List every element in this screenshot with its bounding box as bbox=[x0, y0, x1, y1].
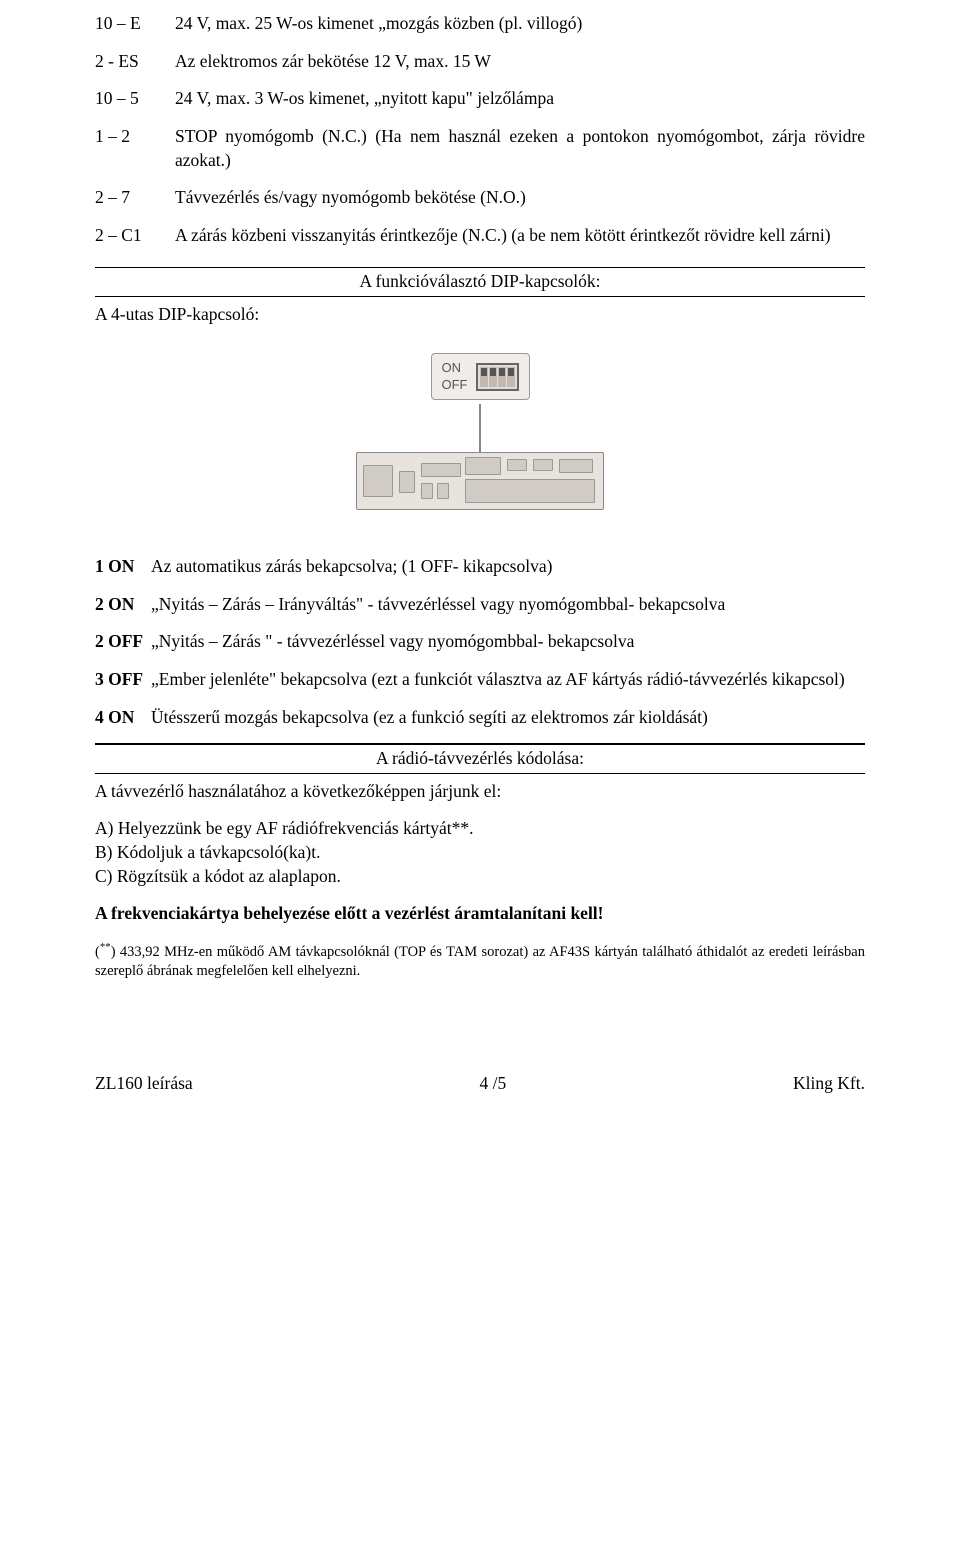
setting-row: 1 ON Az automatikus zárás bekapcsolva; (… bbox=[95, 555, 865, 579]
setting-row: 4 ON Ütésszerű mozgás bekapcsolva (ez a … bbox=[95, 706, 865, 730]
step-c: C) Rögzítsük a kódot az alaplapon. bbox=[95, 865, 865, 889]
defn-body: Távvezérlés és/vagy nyomógomb bekötése (… bbox=[175, 186, 865, 210]
footer-center: 4 /5 bbox=[479, 1072, 506, 1096]
radio-section-title: A rádió-távvezérlés kódolása: bbox=[95, 744, 865, 774]
setting-label: 2 OFF bbox=[95, 630, 151, 654]
defn-body: A zárás közbeni visszanyitás érintkezője… bbox=[175, 224, 865, 248]
defn-label: 2 – C1 bbox=[95, 224, 175, 248]
warning-text: A frekvenciakártya behelyezése előtt a v… bbox=[95, 902, 865, 926]
defn-body: Az elektromos zár bekötése 12 V, max. 15… bbox=[175, 50, 865, 74]
defn-label: 10 – 5 bbox=[95, 87, 175, 111]
setting-body: „Nyitás – Zárás " - távvezérléssel vagy … bbox=[151, 630, 865, 654]
setting-body: Az automatikus zárás bekapcsolva; (1 OFF… bbox=[151, 555, 865, 579]
footnote-marker: ** bbox=[100, 941, 111, 953]
defn-row: 10 – E 24 V, max. 25 W-os kimenet „mozgá… bbox=[95, 12, 865, 36]
definition-list: 10 – E 24 V, max. 25 W-os kimenet „mozgá… bbox=[95, 12, 865, 247]
radio-section: A rádió-távvezérlés kódolása: A távvezér… bbox=[95, 743, 865, 982]
defn-body: 24 V, max. 25 W-os kimenet „mozgás közbe… bbox=[175, 12, 865, 36]
setting-label: 4 ON bbox=[95, 706, 151, 730]
setting-label: 2 ON bbox=[95, 593, 151, 617]
setting-label: 1 ON bbox=[95, 555, 151, 579]
on-label: ON bbox=[442, 360, 468, 377]
defn-row: 2 - ES Az elektromos zár bekötése 12 V, … bbox=[95, 50, 865, 74]
defn-label: 2 - ES bbox=[95, 50, 175, 74]
step-a: A) Helyezzünk be egy AF rádiófrekvenciás… bbox=[95, 817, 865, 841]
defn-row: 1 – 2 STOP nyomógomb (N.C.) (Ha nem hasz… bbox=[95, 125, 865, 172]
defn-row: 10 – 5 24 V, max. 3 W-os kimenet, „nyito… bbox=[95, 87, 865, 111]
setting-row: 2 ON „Nyitás – Zárás – Irányváltás" - tá… bbox=[95, 593, 865, 617]
connector-line-icon bbox=[479, 404, 481, 452]
defn-body: STOP nyomógomb (N.C.) (Ha nem használ ez… bbox=[175, 125, 865, 172]
defn-row: 2 – 7 Távvezérlés és/vagy nyomógomb bekö… bbox=[95, 186, 865, 210]
setting-body: „Ember jelenléte" bekapcsolva (ezt a fun… bbox=[151, 668, 865, 692]
footer-left: ZL160 leírása bbox=[95, 1072, 193, 1096]
dip-settings-list: 1 ON Az automatikus zárás bekapcsolva; (… bbox=[95, 555, 865, 729]
defn-label: 2 – 7 bbox=[95, 186, 175, 210]
dip-diagram: ON OFF bbox=[95, 353, 865, 517]
radio-intro: A távvezérlő használatához a következőké… bbox=[95, 780, 865, 804]
defn-row: 2 – C1 A zárás közbeni visszanyitás érin… bbox=[95, 224, 865, 248]
step-b: B) Kódoljuk a távkapcsoló(ka)t. bbox=[95, 841, 865, 865]
dip-bank-icon bbox=[476, 363, 519, 391]
off-label: OFF bbox=[442, 377, 468, 394]
setting-label: 3 OFF bbox=[95, 668, 151, 692]
dip-switch-box: ON OFF bbox=[431, 353, 530, 401]
defn-label: 1 – 2 bbox=[95, 125, 175, 172]
setting-row: 3 OFF „Ember jelenléte" bekapcsolva (ezt… bbox=[95, 668, 865, 692]
pcb-icon bbox=[356, 452, 604, 510]
dip-section-title: A funkcióválasztó DIP-kapcsolók: bbox=[95, 267, 865, 297]
page-footer: ZL160 leírása 4 /5 Kling Kft. bbox=[95, 1072, 865, 1096]
footer-right: Kling Kft. bbox=[793, 1072, 865, 1096]
defn-label: 10 – E bbox=[95, 12, 175, 36]
setting-body: Ütésszerű mozgás bekapcsolva (ez a funkc… bbox=[151, 706, 865, 730]
dip-section-subtitle: A 4-utas DIP-kapcsoló: bbox=[95, 303, 865, 327]
dip-section: A funkcióválasztó DIP-kapcsolók: A 4-uta… bbox=[95, 267, 865, 517]
footnote: (**) 433,92 MHz-en működő AM távkapcsoló… bbox=[95, 940, 865, 982]
setting-body: „Nyitás – Zárás – Irányváltás" - távvezé… bbox=[151, 593, 865, 617]
footnote-text: ) 433,92 MHz-en működő AM távkapcsolókná… bbox=[95, 944, 865, 980]
setting-row: 2 OFF „Nyitás – Zárás " - távvezérléssel… bbox=[95, 630, 865, 654]
defn-body: 24 V, max. 3 W-os kimenet, „nyitott kapu… bbox=[175, 87, 865, 111]
